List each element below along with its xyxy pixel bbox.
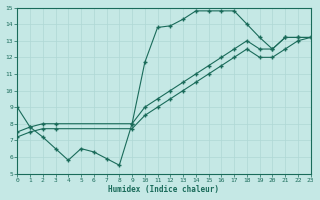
X-axis label: Humidex (Indice chaleur): Humidex (Indice chaleur) bbox=[108, 185, 220, 194]
